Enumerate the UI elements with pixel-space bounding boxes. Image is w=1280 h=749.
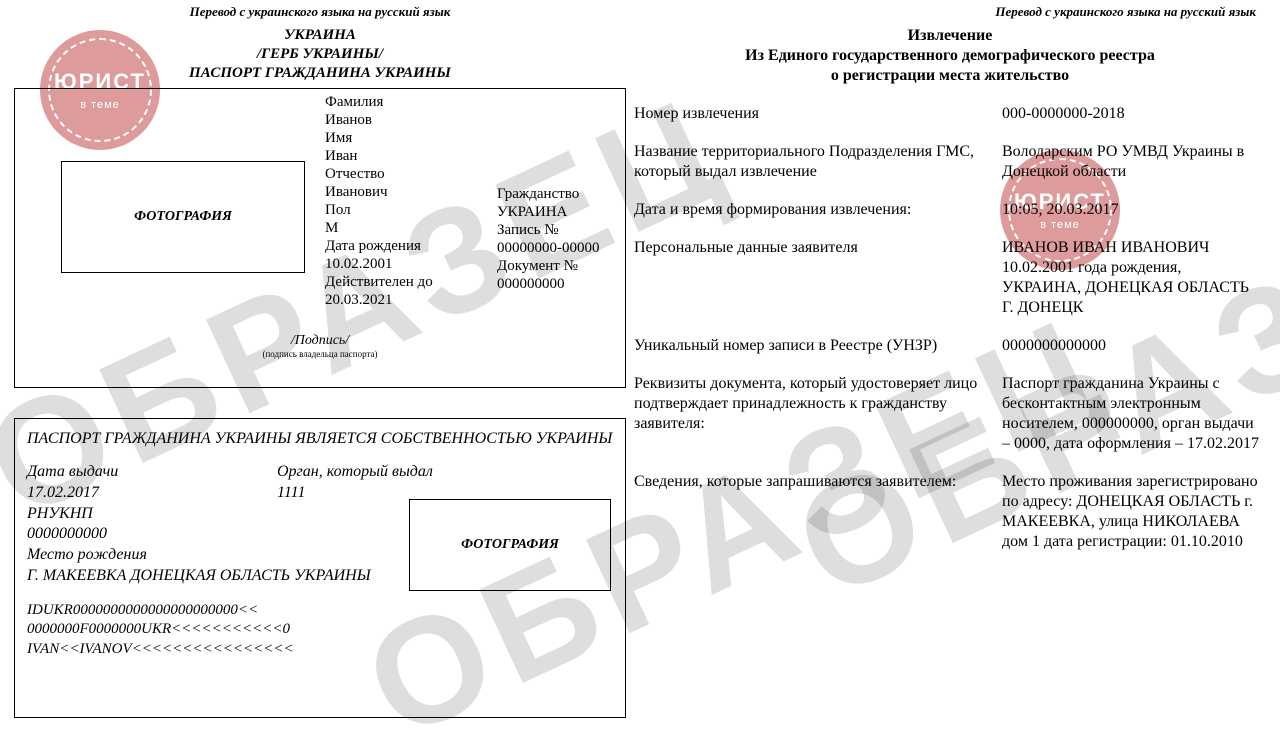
info-row: Персональные данные заявителя ИВАНОВ ИВА… xyxy=(634,238,1266,318)
ownership-statement: ПАСПОРТ ГРАЖДАНИНА УКРАИНЫ ЯВЛЯЕТСЯ СОБС… xyxy=(27,429,613,450)
info-row: Дата и время формирования извлечения: 10… xyxy=(634,200,1266,220)
unit-label: Название территориального Подразделения … xyxy=(634,142,1002,182)
datetime-value: 10:05, 20.03.2017 xyxy=(1002,200,1262,220)
citizenship-label: Гражданство xyxy=(497,185,647,203)
requested-label: Сведения, которые запрашиваются заявител… xyxy=(634,472,1002,552)
info-row: Уникальный номер записи в Реестре (УНЗР)… xyxy=(634,336,1266,356)
record-value: 00000000-00000 xyxy=(497,239,647,257)
dob-label: Дата рождения xyxy=(325,237,433,255)
photo-placeholder: ФОТОГРАФИЯ xyxy=(409,499,611,591)
authority-label: Орган, который выдал xyxy=(277,462,433,483)
authority-value: 1111 xyxy=(277,483,305,504)
signature-block: /Подпись/ (подпись владельца паспорта) xyxy=(15,333,625,359)
citizenship-value: УКРАИНА xyxy=(497,203,647,221)
surname-value: Иванов xyxy=(325,111,433,129)
name-label: Имя xyxy=(325,129,433,147)
passport-back-card: ПАСПОРТ ГРАЖДАНИНА УКРАИНЫ ЯВЛЯЕТСЯ СОБС… xyxy=(14,418,626,718)
record-label: Запись № xyxy=(497,221,647,239)
mrz-line: IDUKR0000000000000000000000<< xyxy=(27,601,613,621)
patronymic-label: Отчество xyxy=(325,165,433,183)
extract-subtitle: о регистрации места жительство xyxy=(634,66,1266,86)
doc-details-label: Реквизиты документа, который удостоверяе… xyxy=(634,374,1002,454)
issue-date-label: Дата выдачи xyxy=(27,462,277,483)
extract-no-label: Номер извлечения xyxy=(634,104,1002,124)
applicant-value: ИВАНОВ ИВАН ИВАНОВИЧ 10.02.2001 года рож… xyxy=(1002,238,1262,318)
issue-date-value: 17.02.2017 xyxy=(27,483,277,504)
signature-note: (подпись владельца паспорта) xyxy=(15,349,625,359)
right-column: Перевод с украинского языка на русский я… xyxy=(634,4,1266,570)
extract-header: Извлечение Из Единого государственного д… xyxy=(634,26,1266,86)
left-column: Перевод с украинского языка на русский я… xyxy=(14,4,626,718)
emblem: /ГЕРБ УКРАИНЫ/ xyxy=(14,45,626,64)
doc-title: ПАСПОРТ ГРАЖДАНИНА УКРАИНЫ xyxy=(14,64,626,83)
passport-fields: Фамилия Иванов Имя Иван Отчество Иванови… xyxy=(325,93,433,309)
valid-label: Действителен до xyxy=(325,273,433,291)
translation-note: Перевод с украинского языка на русский я… xyxy=(14,4,626,20)
mrz-block: IDUKR0000000000000000000000<< 0000000F00… xyxy=(27,601,613,660)
applicant-label: Персональные данные заявителя xyxy=(634,238,1002,318)
unit-value: Володарским РО УМВД Украины в Донецкой о… xyxy=(1002,142,1262,182)
info-row: Название территориального Подразделения … xyxy=(634,142,1266,182)
country: УКРАИНА xyxy=(14,26,626,45)
extract-no-value: 000-0000000-2018 xyxy=(1002,104,1262,124)
mrz-line: IVAN<<IVANOV<<<<<<<<<<<<<<<< xyxy=(27,640,613,660)
unzr-value: 0000000000000 xyxy=(1002,336,1262,356)
passport-front-card: ФОТОГРАФИЯ Фамилия Иванов Имя Иван Отчес… xyxy=(14,88,626,388)
extract-subtitle: Из Единого государственного демографичес… xyxy=(634,46,1266,66)
translation-note: Перевод с украинского языка на русский я… xyxy=(634,4,1266,20)
patronymic-value: Иванович xyxy=(325,183,433,201)
doc-value: 000000000 xyxy=(497,275,647,293)
name-value: Иван xyxy=(325,147,433,165)
info-row: Реквизиты документа, который удостоверяе… xyxy=(634,374,1266,454)
doc-details-value: Паспорт гражданина Украины с бесконтактн… xyxy=(1002,374,1262,454)
passport-header: УКРАИНА /ГЕРБ УКРАИНЫ/ ПАСПОРТ ГРАЖДАНИН… xyxy=(14,26,626,82)
extract-title: Извлечение xyxy=(634,26,1266,46)
document-page: ОБРАЗЕЦ ОБРАЗЕЦ ОБРАЗЕЦ ЮРИСТ в теме ЮРИ… xyxy=(0,0,1280,749)
info-row: Сведения, которые запрашиваются заявител… xyxy=(634,472,1266,552)
photo-placeholder: ФОТОГРАФИЯ xyxy=(61,161,305,273)
sex-value: М xyxy=(325,219,433,237)
doc-label: Документ № xyxy=(497,257,647,275)
sex-label: Пол xyxy=(325,201,433,219)
unzr-label: Уникальный номер записи в Реестре (УНЗР) xyxy=(634,336,1002,356)
valid-value: 20.03.2021 xyxy=(325,291,433,309)
info-row: Номер извлечения 000-0000000-2018 xyxy=(634,104,1266,124)
datetime-label: Дата и время формирования извлечения: xyxy=(634,200,1002,220)
signature-label: /Подпись/ xyxy=(15,333,625,349)
dob-value: 10.02.2001 xyxy=(325,255,433,273)
surname-label: Фамилия xyxy=(325,93,433,111)
mrz-line: 0000000F0000000UKR<<<<<<<<<<<0 xyxy=(27,620,613,640)
requested-value: Место проживания зарегистрировано по адр… xyxy=(1002,472,1262,552)
